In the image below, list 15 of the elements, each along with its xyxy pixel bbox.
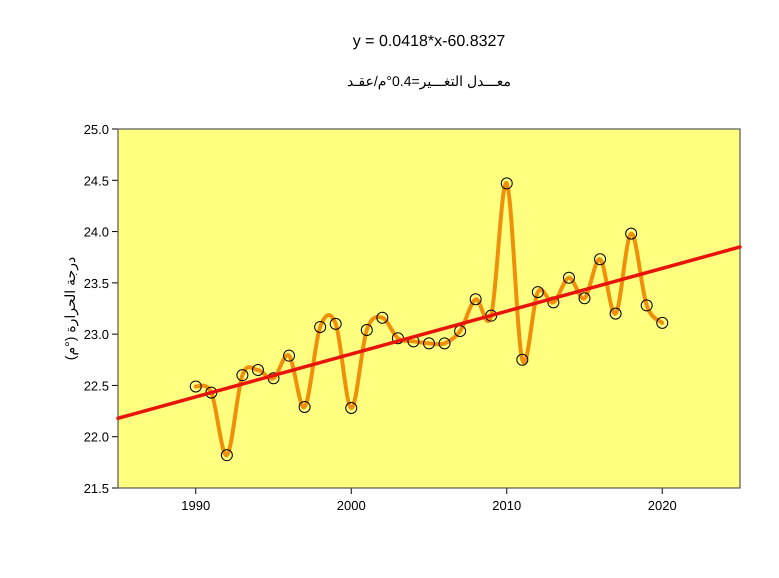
y-tick-label: 25.0 <box>84 122 109 137</box>
y-tick-label: 22.0 <box>84 430 109 445</box>
x-tick-label: 2000 <box>336 498 366 513</box>
y-tick-label: 23.0 <box>84 327 109 342</box>
chart-title: y = 0.0418*x-60.8327 <box>352 33 506 50</box>
y-tick-label: 24.5 <box>84 173 109 188</box>
x-tick-label: 2010 <box>492 498 522 513</box>
x-tick-label: 1990 <box>181 498 210 513</box>
y-tick-label: 22.5 <box>84 378 109 394</box>
y-tick-label: 23.5 <box>84 276 109 291</box>
y-tick-label: 21.5 <box>84 481 109 496</box>
chart-subtitle: معـــدل التغـــير=0.4°م/عقـد <box>346 73 512 90</box>
x-tick-label: 2020 <box>648 498 677 513</box>
y-tick-label: 24.0 <box>84 224 109 240</box>
y-axis-title: درجة الحرارة (°م) <box>62 256 79 360</box>
